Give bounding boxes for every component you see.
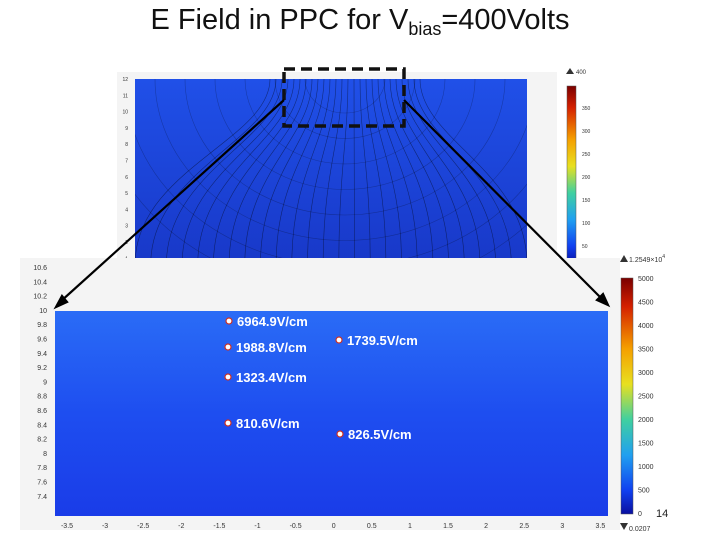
bottom-y-tick-label: 10.4: [33, 279, 47, 286]
bottom-x-tick-label: -3: [102, 523, 108, 530]
bottom-x-tick-label: 3: [560, 523, 564, 530]
field-value-label: 1988.8V/cm: [236, 340, 307, 355]
top-field-map: [135, 79, 527, 265]
top-y-tick-label: 10: [122, 110, 128, 116]
title-suffix: =400Volts: [441, 4, 570, 36]
bottom-y-tick-label: 9.6: [37, 337, 47, 344]
bottom-y-tick-label: 10.6: [33, 265, 47, 272]
top-colorbar-tick-label: 100: [582, 221, 591, 227]
bottom-colorbar-tick-label: 3500: [638, 347, 654, 354]
bottom-x-axis: -3.5 -3 -2.5 -2 -1.5 -1 -0.5 0 0.5 1 1.5 2 2.5 3 3.5: [61, 523, 605, 530]
field-value-label: 6964.9V/cm: [237, 314, 308, 329]
bottom-x-tick-label: -0.5: [290, 523, 302, 530]
bottom-x-tick-label: -1: [254, 523, 260, 530]
marker-point: [224, 343, 232, 351]
slide-number: 14: [656, 508, 669, 520]
bottom-y-tick-label: 8.2: [37, 437, 47, 444]
bottom-colorbar-tick-label: 1000: [638, 464, 654, 471]
bottom-x-tick-label: -3.5: [61, 523, 73, 530]
bottom-y-tick-label: 10: [39, 308, 47, 315]
bottom-x-tick-label: 1: [408, 523, 412, 530]
field-value-label: 810.6V/cm: [236, 416, 300, 431]
field-value-label: 1323.4V/cm: [236, 370, 307, 385]
marker-point: [336, 430, 344, 438]
title-prefix: E Field in PPC for V: [150, 4, 409, 36]
field-value-label: 826.5V/cm: [348, 427, 412, 442]
marker-point: [225, 317, 233, 325]
bottom-x-tick-label: 0.5: [367, 523, 377, 530]
bottom-y-tick-label: 8.6: [37, 408, 47, 415]
top-y-tick-label: 7: [125, 159, 128, 165]
bottom-colorbar-tick-label: 5000: [638, 276, 654, 283]
bottom-y-tick-label: 9.2: [37, 365, 47, 372]
zoom-arrow-left: [59, 99, 285, 303]
bottom-y-tick-label: 8.8: [37, 394, 47, 401]
bottom-y-tick-label: 7.4: [37, 494, 47, 501]
top-y-tick-label: 9: [125, 126, 128, 132]
marker-point: [224, 373, 232, 381]
top-colorbar-tick-label: 350: [582, 106, 591, 112]
bottom-x-tick-label: 2: [484, 523, 488, 530]
bottom-colorbar-tick-label: 0: [638, 511, 642, 518]
bottom-y-tick-label: 9.4: [37, 351, 47, 358]
title-subscript: bias: [408, 19, 442, 39]
bottom-x-tick-label: -2: [178, 523, 184, 530]
marker-point: [335, 336, 343, 344]
bottom-colorbar-min: 0.0207: [629, 526, 651, 533]
bottom-colorbar-min-arrow-icon: [620, 523, 628, 530]
bottom-y-tick-label: 8.4: [37, 422, 47, 429]
top-y-tick-label: 3: [125, 224, 128, 230]
bottom-y-tick-label: 9.8: [37, 322, 47, 329]
bottom-colorbar-tick-label: 1500: [638, 441, 654, 448]
top-colorbar-tick-label: 300: [582, 129, 591, 135]
top-colorbar-tick-label: 200: [582, 175, 591, 181]
bottom-y-tick-label: 7.6: [37, 480, 47, 487]
zoom-arrows: [53, 99, 611, 310]
top-colorbar-tick-label: 250: [582, 152, 591, 158]
top-y-tick-label: 12: [122, 77, 128, 83]
bottom-x-tick-label: -1.5: [213, 523, 225, 530]
bottom-y-tick-label: 9: [43, 379, 47, 386]
zoom-arrow-right: [403, 99, 604, 301]
slide-title: E Field in PPC for Vbias=400Volts: [0, 4, 720, 40]
bottom-y-tick-label: 10.2: [33, 294, 47, 301]
bottom-colorbar-tick-label: 4000: [638, 323, 654, 330]
top-colorbar-ticks: 350 300 250 200 150 100 50: [582, 106, 591, 250]
top-y-tick-label: 5: [125, 191, 128, 197]
bottom-y-axis: 10.6 10.4 10.2 10 9.8 9.6 9.4 9.2 9 8.8 8.6 8.4 8.2 8…: [33, 265, 47, 501]
bottom-colorbar-tick-label: 2500: [638, 394, 654, 401]
field-annotations: 6964.9V/cm 1988.8V/cm 1323.4V/cm 810.6V/cm 1…: [224, 314, 418, 442]
zoom-region-box: [282, 67, 406, 128]
bottom-x-tick-label: 0: [332, 523, 336, 530]
bottom-colorbar: [620, 277, 634, 515]
bottom-y-tick-label: 8: [43, 451, 47, 458]
bottom-colorbar-max: 1.2549×104: [629, 254, 665, 264]
top-colorbar-tick-label: 50: [582, 244, 588, 250]
top-y-tick-label: 11: [123, 93, 128, 99]
bottom-x-tick-label: 1.5: [443, 523, 453, 530]
field-value-label: 1739.5V/cm: [347, 333, 418, 348]
bottom-x-tick-label: 3.5: [596, 523, 606, 530]
bottom-x-tick-label: -2.5: [137, 523, 149, 530]
bottom-field-map: [55, 311, 608, 516]
top-colorbar-max: 400: [576, 70, 587, 76]
bottom-x-tick-label: 2.5: [519, 523, 529, 530]
bottom-colorbar-tick-label: 500: [638, 488, 650, 495]
top-colorbar: [566, 85, 577, 265]
top-colorbar-tick-label: 150: [582, 198, 591, 204]
bottom-colorbar-tick-label: 3000: [638, 370, 654, 377]
top-colorbar-max-arrow-icon: [566, 68, 574, 74]
top-y-tick-label: 8: [125, 142, 128, 148]
bottom-colorbar-tick-label: 4500: [638, 300, 654, 307]
bottom-colorbar-max-arrow-icon: [620, 255, 628, 262]
top-y-tick-label: 4: [125, 207, 128, 213]
bottom-colorbar-tick-label: 2000: [638, 417, 654, 424]
arrowhead-right-icon: [595, 292, 611, 308]
bottom-y-tick-label: 7.8: [37, 465, 47, 472]
arrowhead-left-icon: [53, 294, 69, 310]
top-y-tick-label: 6: [125, 175, 128, 181]
marker-point: [224, 419, 232, 427]
